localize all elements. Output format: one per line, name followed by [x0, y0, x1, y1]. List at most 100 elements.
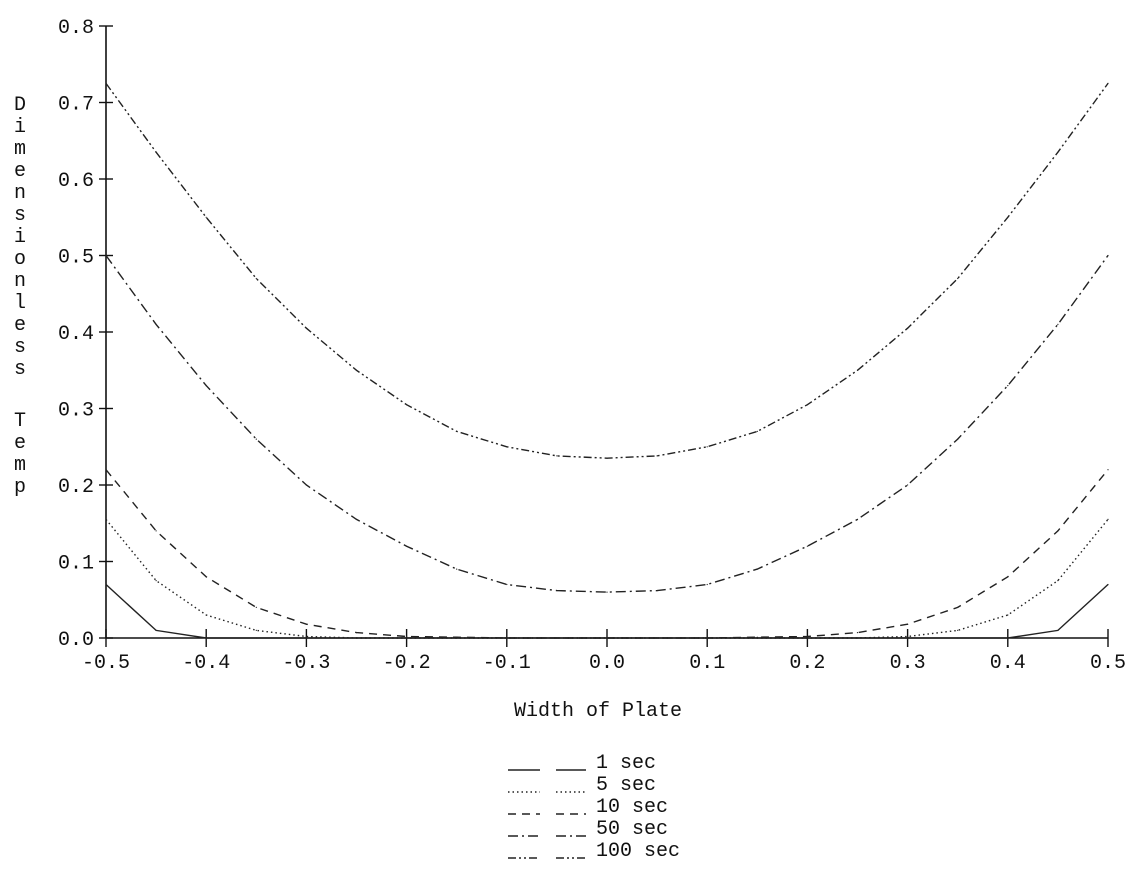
x-tick-label: 0.4	[990, 652, 1026, 675]
data-point	[856, 518, 859, 521]
data-point	[255, 637, 257, 639]
data-point	[1057, 151, 1059, 153]
data-point	[205, 576, 207, 578]
y-tick-label: 0.5	[58, 247, 94, 270]
y-axis-title-char: m	[14, 454, 26, 477]
data-point	[907, 637, 909, 639]
x-tick-label: -0.3	[282, 652, 330, 675]
data-point	[1007, 216, 1009, 218]
data-point	[907, 635, 909, 638]
data-point	[1057, 580, 1059, 582]
legend-label: 10 sec	[596, 796, 668, 819]
y-axis-title-char: n	[14, 182, 26, 205]
data-point	[856, 637, 859, 639]
y-axis-title-char: D	[14, 94, 26, 117]
data-point	[1107, 518, 1109, 521]
x-tick-label: 0.5	[1090, 652, 1126, 675]
data-point	[406, 404, 408, 406]
data-point	[957, 629, 959, 632]
y-tick-label: 0.6	[58, 170, 94, 193]
y-axis-title-char: s	[14, 204, 26, 227]
y-tick-label: 0.8	[58, 17, 94, 40]
data-point	[255, 277, 257, 280]
y-axis-title-char: i	[14, 116, 26, 139]
data-point	[406, 545, 408, 547]
data-point	[957, 277, 959, 280]
data-point	[305, 327, 307, 329]
data-point	[155, 323, 157, 325]
data-point	[1107, 583, 1109, 586]
series-group	[105, 82, 1109, 639]
series-line-10-sec	[105, 469, 1109, 639]
data-point	[957, 606, 959, 609]
data-point	[406, 635, 408, 638]
data-point	[1057, 629, 1059, 632]
y-axis-title-char: i	[14, 226, 26, 249]
y-axis-title-char: l	[14, 292, 26, 315]
y-axis-title-char: p	[14, 476, 26, 499]
y-axis-title-char: e	[14, 160, 26, 183]
data-point	[155, 629, 157, 632]
data-point	[105, 583, 107, 586]
data-point	[806, 404, 809, 406]
data-point	[756, 430, 758, 432]
data-point	[305, 635, 307, 638]
data-point	[406, 637, 408, 639]
data-point	[656, 637, 658, 639]
data-point	[155, 151, 157, 153]
data-point	[606, 637, 608, 639]
data-point	[506, 446, 508, 448]
data-point	[205, 216, 207, 218]
data-point	[706, 637, 708, 639]
y-axis-title-char: T	[14, 410, 26, 433]
data-point	[806, 637, 809, 639]
data-point	[1007, 385, 1009, 387]
x-tick-label: -0.4	[182, 652, 230, 675]
data-point	[706, 583, 708, 586]
y-axis-title-char: s	[14, 336, 26, 359]
data-point	[305, 623, 307, 625]
data-point	[1107, 469, 1109, 471]
y-tick-label: 0.4	[58, 323, 94, 346]
data-point	[907, 327, 909, 329]
data-point	[556, 637, 558, 639]
x-tick-label: 0.2	[789, 652, 825, 675]
data-point	[105, 469, 107, 471]
data-point	[506, 637, 508, 639]
data-point	[856, 369, 859, 371]
data-point	[205, 614, 207, 616]
y-axis-title-char: o	[14, 248, 26, 271]
data-point	[105, 82, 107, 84]
data-point	[255, 629, 257, 632]
data-point	[155, 530, 157, 532]
y-axis-title-char: m	[14, 138, 26, 161]
data-point	[856, 632, 859, 634]
data-point	[907, 623, 909, 625]
x-tick-label: 0.3	[890, 652, 926, 675]
data-point	[355, 369, 358, 371]
data-point	[1007, 637, 1009, 639]
data-point	[1007, 576, 1009, 578]
y-tick-label: 0.7	[58, 94, 94, 117]
data-point	[1107, 254, 1109, 257]
data-point	[1007, 614, 1009, 616]
data-point	[1057, 530, 1059, 532]
data-point	[656, 590, 658, 592]
data-point	[205, 385, 207, 387]
x-tick-label: -0.1	[483, 652, 531, 675]
y-tick-label: 0.2	[58, 476, 94, 499]
data-point	[957, 438, 959, 440]
data-point	[907, 484, 909, 486]
legend-label: 100 sec	[596, 840, 680, 863]
data-point	[756, 636, 758, 638]
data-point	[1057, 323, 1059, 325]
data-point	[706, 446, 708, 448]
y-tick-label: 0.3	[58, 400, 94, 423]
axes	[105, 26, 1108, 639]
x-tick-label: -0.2	[383, 652, 431, 675]
x-axis-title: Width of Plate	[514, 700, 682, 723]
data-point	[656, 455, 658, 457]
y-tick-label: 0.1	[58, 553, 94, 576]
